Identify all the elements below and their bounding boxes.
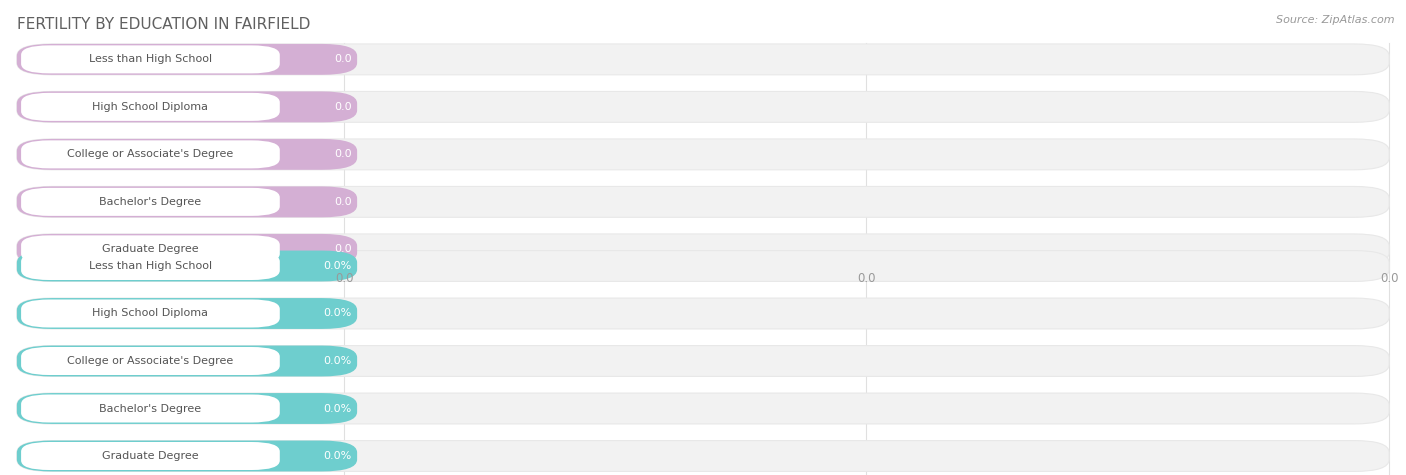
FancyBboxPatch shape [17,91,357,123]
FancyBboxPatch shape [17,346,1389,376]
FancyBboxPatch shape [17,393,1389,424]
Text: Bachelor's Degree: Bachelor's Degree [100,197,201,207]
FancyBboxPatch shape [21,394,280,423]
Text: Source: ZipAtlas.com: Source: ZipAtlas.com [1277,15,1395,25]
FancyBboxPatch shape [21,252,280,280]
FancyBboxPatch shape [17,44,1389,75]
Text: 0.0%: 0.0% [323,261,352,271]
FancyBboxPatch shape [17,393,357,424]
FancyBboxPatch shape [17,139,1389,170]
Text: Graduate Degree: Graduate Degree [103,451,198,461]
FancyBboxPatch shape [17,44,357,75]
Text: 0.0: 0.0 [333,244,352,255]
Text: 0.0%: 0.0% [323,308,352,319]
Text: Less than High School: Less than High School [89,261,212,271]
FancyBboxPatch shape [21,442,280,470]
Text: FERTILITY BY EDUCATION IN FAIRFIELD: FERTILITY BY EDUCATION IN FAIRFIELD [17,17,311,32]
FancyBboxPatch shape [17,139,357,170]
Text: 0.0: 0.0 [856,272,876,285]
FancyBboxPatch shape [17,441,357,471]
FancyBboxPatch shape [21,45,280,73]
FancyBboxPatch shape [21,235,280,263]
FancyBboxPatch shape [17,441,1389,471]
Text: High School Diploma: High School Diploma [93,102,208,112]
FancyBboxPatch shape [17,234,357,265]
Text: 0.0: 0.0 [333,54,352,65]
FancyBboxPatch shape [17,234,1389,265]
Text: 0.0: 0.0 [335,272,354,285]
FancyBboxPatch shape [17,187,357,218]
Text: 0.0%: 0.0% [323,356,352,366]
FancyBboxPatch shape [17,251,357,281]
Text: College or Associate's Degree: College or Associate's Degree [67,149,233,160]
Text: 0.0: 0.0 [333,197,352,207]
FancyBboxPatch shape [17,91,1389,123]
FancyBboxPatch shape [21,347,280,375]
FancyBboxPatch shape [21,300,280,328]
FancyBboxPatch shape [21,188,280,216]
FancyBboxPatch shape [17,298,357,329]
Text: Graduate Degree: Graduate Degree [103,244,198,255]
Text: High School Diploma: High School Diploma [93,308,208,319]
Text: Bachelor's Degree: Bachelor's Degree [100,403,201,414]
Text: 0.0%: 0.0% [323,403,352,414]
Text: 0.0: 0.0 [1379,272,1399,285]
Text: College or Associate's Degree: College or Associate's Degree [67,356,233,366]
FancyBboxPatch shape [17,346,357,376]
Text: Less than High School: Less than High School [89,54,212,65]
FancyBboxPatch shape [17,187,1389,218]
FancyBboxPatch shape [21,140,280,169]
Text: 0.0: 0.0 [333,102,352,112]
Text: 0.0%: 0.0% [323,451,352,461]
Text: 0.0: 0.0 [333,149,352,160]
FancyBboxPatch shape [21,93,280,121]
FancyBboxPatch shape [17,298,1389,329]
FancyBboxPatch shape [17,251,1389,281]
